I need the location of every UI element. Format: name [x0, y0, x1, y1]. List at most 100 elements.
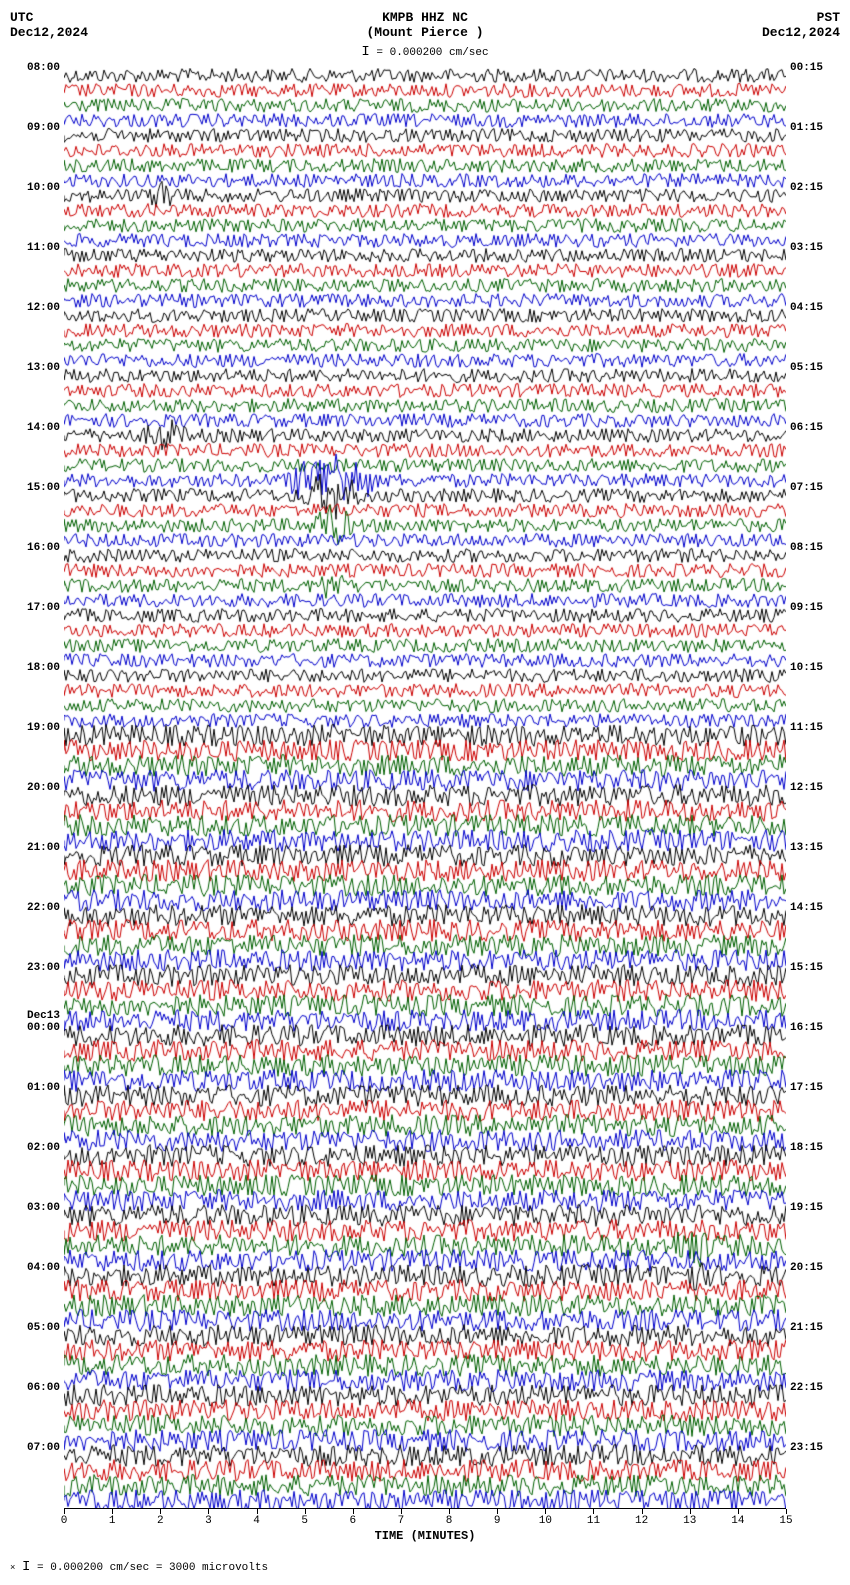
left-time-label: 15:00	[27, 482, 60, 494]
station-location: (Mount Pierce )	[110, 25, 740, 40]
x-tick-label: 1	[102, 1515, 122, 1527]
x-tick: 11	[593, 1509, 594, 1514]
utc-date: Dec12,2024	[10, 25, 110, 40]
right-time-label: 17:15	[790, 1082, 823, 1094]
x-tick-label: 4	[247, 1515, 267, 1527]
left-time-label: 21:00	[27, 842, 60, 854]
right-time-label: 01:15	[790, 122, 823, 134]
x-tick: 5	[305, 1509, 306, 1514]
left-time-label: 19:00	[27, 722, 60, 734]
left-time-label: 11:00	[27, 242, 60, 254]
left-time-label: 00:00	[27, 1022, 60, 1034]
right-time-label: 06:15	[790, 422, 823, 434]
x-tick-label: 15	[776, 1515, 796, 1527]
left-time-label: 02:00	[27, 1142, 60, 1154]
right-time-label: 21:15	[790, 1322, 823, 1334]
header-center: KMPB HHZ NC (Mount Pierce )	[110, 10, 740, 40]
x-tick-label: 7	[391, 1515, 411, 1527]
x-tick: 0	[64, 1509, 65, 1514]
right-time-label: 04:15	[790, 302, 823, 314]
left-time-label: 13:00	[27, 362, 60, 374]
x-tick-label: 2	[150, 1515, 170, 1527]
station-code: KMPB HHZ NC	[110, 10, 740, 25]
x-tick-label: 3	[198, 1515, 218, 1527]
left-time-label: 17:00	[27, 602, 60, 614]
right-axis: 00:1501:1502:1503:1504:1505:1506:1507:15…	[786, 68, 840, 1508]
x-tick: 8	[449, 1509, 450, 1514]
right-time-label: 14:15	[790, 902, 823, 914]
left-time-label: 06:00	[27, 1382, 60, 1394]
x-tick-label: 8	[439, 1515, 459, 1527]
left-time-label: 03:00	[27, 1202, 60, 1214]
x-tick-label: 12	[632, 1515, 652, 1527]
left-time-label: 12:00	[27, 302, 60, 314]
utc-label: UTC	[10, 10, 110, 25]
scale-text: = 0.000200 cm/sec	[376, 47, 488, 59]
right-time-label: 22:15	[790, 1382, 823, 1394]
x-tick-label: 9	[487, 1515, 507, 1527]
footer-bar-icon: I	[22, 1559, 30, 1575]
footer: × I = 0.000200 cm/sec = 3000 microvolts	[10, 1559, 840, 1575]
footer-text: = 0.000200 cm/sec = 3000 microvolts	[37, 1562, 268, 1574]
x-tick: 6	[353, 1509, 354, 1514]
header-right: PST Dec12,2024	[740, 10, 840, 40]
left-time-label: 23:00	[27, 962, 60, 974]
right-time-label: 18:15	[790, 1142, 823, 1154]
x-tick-label: 13	[680, 1515, 700, 1527]
right-time-label: 23:15	[790, 1442, 823, 1454]
right-time-label: 12:15	[790, 782, 823, 794]
right-time-label: 19:15	[790, 1202, 823, 1214]
x-tick: 15	[786, 1509, 787, 1514]
x-axis: 0123456789101112131415	[64, 1508, 786, 1529]
scale-bar-icon: I	[361, 44, 369, 60]
x-tick: 2	[160, 1509, 161, 1514]
right-time-label: 13:15	[790, 842, 823, 854]
right-time-label: 16:15	[790, 1022, 823, 1034]
right-time-label: 00:15	[790, 62, 823, 74]
left-time-label: 16:00	[27, 542, 60, 554]
x-tick: 13	[690, 1509, 691, 1514]
x-tick-label: 10	[535, 1515, 555, 1527]
x-tick-label: 14	[728, 1515, 748, 1527]
right-time-label: 10:15	[790, 662, 823, 674]
right-time-label: 08:15	[790, 542, 823, 554]
right-time-label: 09:15	[790, 602, 823, 614]
x-tick: 9	[497, 1509, 498, 1514]
right-time-label: 03:15	[790, 242, 823, 254]
right-time-label: 07:15	[790, 482, 823, 494]
right-time-label: 05:15	[790, 362, 823, 374]
header: UTC Dec12,2024 KMPB HHZ NC (Mount Pierce…	[10, 10, 840, 40]
left-time-label: 09:00	[27, 122, 60, 134]
left-time-label: 10:00	[27, 182, 60, 194]
right-time-label: 20:15	[790, 1262, 823, 1274]
right-time-label: 02:15	[790, 182, 823, 194]
left-time-label: 07:00	[27, 1442, 60, 1454]
left-axis: 08:0009:0010:0011:0012:0013:0014:0015:00…	[10, 68, 64, 1508]
x-tick: 12	[642, 1509, 643, 1514]
left-time-label: 18:00	[27, 662, 60, 674]
left-time-label: 14:00	[27, 422, 60, 434]
x-tick-label: 11	[583, 1515, 603, 1527]
x-tick: 14	[738, 1509, 739, 1514]
scale-indicator: I = 0.000200 cm/sec	[10, 44, 840, 60]
x-tick: 3	[208, 1509, 209, 1514]
footer-prefix: ×	[10, 1563, 15, 1573]
left-time-label: 08:00	[27, 62, 60, 74]
pst-date: Dec12,2024	[740, 25, 840, 40]
left-time-label: 05:00	[27, 1322, 60, 1334]
header-left: UTC Dec12,2024	[10, 10, 110, 40]
right-time-label: 11:15	[790, 722, 823, 734]
x-tick-label: 6	[343, 1515, 363, 1527]
left-time-label: 22:00	[27, 902, 60, 914]
x-tick-label: 5	[295, 1515, 315, 1527]
right-time-label: 15:15	[790, 962, 823, 974]
x-tick-label: 0	[54, 1515, 74, 1527]
plot-area	[64, 68, 786, 1508]
date-break-label: Dec13	[27, 1010, 60, 1022]
left-time-label: 20:00	[27, 782, 60, 794]
seismogram-plot: 08:0009:0010:0011:0012:0013:0014:0015:00…	[10, 68, 840, 1508]
left-time-label: 01:00	[27, 1082, 60, 1094]
x-tick: 7	[401, 1509, 402, 1514]
x-tick: 4	[257, 1509, 258, 1514]
seismogram-canvas	[64, 68, 786, 1508]
